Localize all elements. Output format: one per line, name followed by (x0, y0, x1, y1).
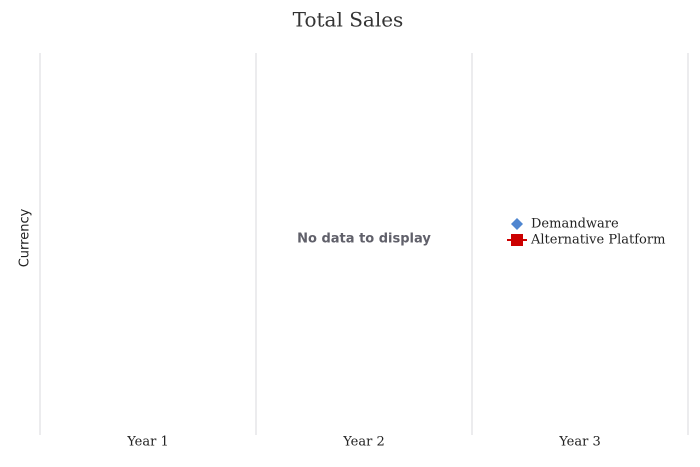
legend-label: Alternative Platform (530, 233, 665, 248)
x-tick-label: Year 3 (558, 435, 601, 450)
chart-title: Total Sales (293, 8, 404, 32)
x-tick-label: Year 2 (342, 435, 385, 450)
y-axis-label: Currency (18, 208, 33, 267)
marker (511, 234, 523, 246)
x-tick-label: Year 1 (126, 435, 169, 450)
no-data-message: No data to display (297, 232, 431, 247)
legend-label: Demandware (531, 217, 619, 232)
marker (511, 218, 523, 230)
